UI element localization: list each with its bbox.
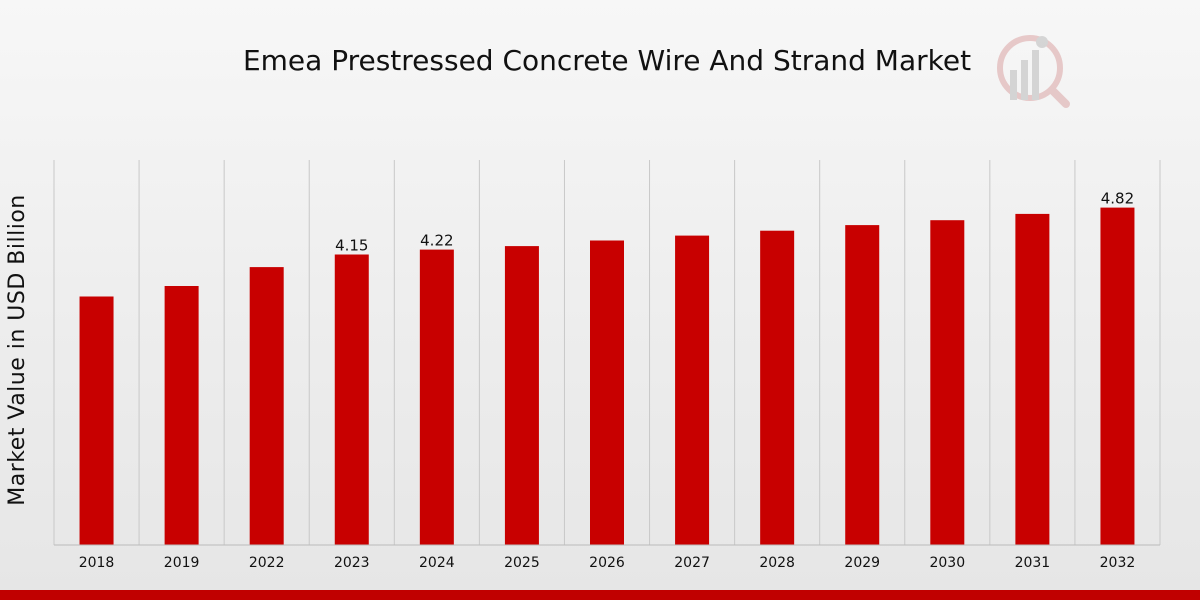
x-tick-2030: 2030: [929, 555, 965, 571]
bar-2022: [249, 267, 284, 545]
bottom-accent-band: [0, 590, 1200, 600]
bar-2018: [79, 296, 114, 545]
data-label-2032: 4.82: [1101, 190, 1134, 208]
x-tick-labels: 2018 2019 2022 2023 2024 2025 2026 2027 2028 2029…: [79, 555, 1136, 571]
x-tick-2023: 2023: [334, 555, 370, 571]
x-tick-2028: 2028: [759, 555, 795, 571]
bar-2027: [675, 235, 710, 545]
bars: [79, 207, 1135, 545]
logo-watermark-icon: [997, 35, 1070, 108]
y-axis-label: Market Value in USD Billion: [5, 194, 30, 506]
bar-2019: [164, 286, 199, 545]
bar-2030: [930, 220, 965, 545]
x-tick-2031: 2031: [1015, 555, 1051, 571]
x-tick-2018: 2018: [79, 555, 115, 571]
x-tick-2025: 2025: [504, 555, 540, 571]
bar-2023: [334, 254, 369, 545]
data-label-2024: 4.22: [420, 232, 453, 250]
x-tick-2026: 2026: [589, 555, 625, 571]
bar-2024: [419, 249, 454, 545]
bar-2031: [1015, 213, 1050, 545]
data-labels: 4.15 4.22 4.82: [335, 190, 1134, 255]
x-tick-2029: 2029: [844, 555, 880, 571]
x-tick-2022: 2022: [249, 555, 285, 571]
x-tick-2032: 2032: [1100, 555, 1136, 571]
x-tick-2024: 2024: [419, 555, 455, 571]
chart-title: Emea Prestressed Concrete Wire And Stran…: [243, 44, 971, 77]
bar-2028: [760, 230, 795, 545]
bar-2025: [504, 246, 539, 545]
bar-2032: [1100, 207, 1135, 545]
x-tick-2027: 2027: [674, 555, 710, 571]
bar-2026: [590, 240, 624, 545]
grid-lines: [53, 160, 1161, 545]
x-tick-2019: 2019: [164, 555, 200, 571]
data-label-2023: 4.15: [335, 237, 368, 255]
bar-2029: [845, 225, 880, 545]
